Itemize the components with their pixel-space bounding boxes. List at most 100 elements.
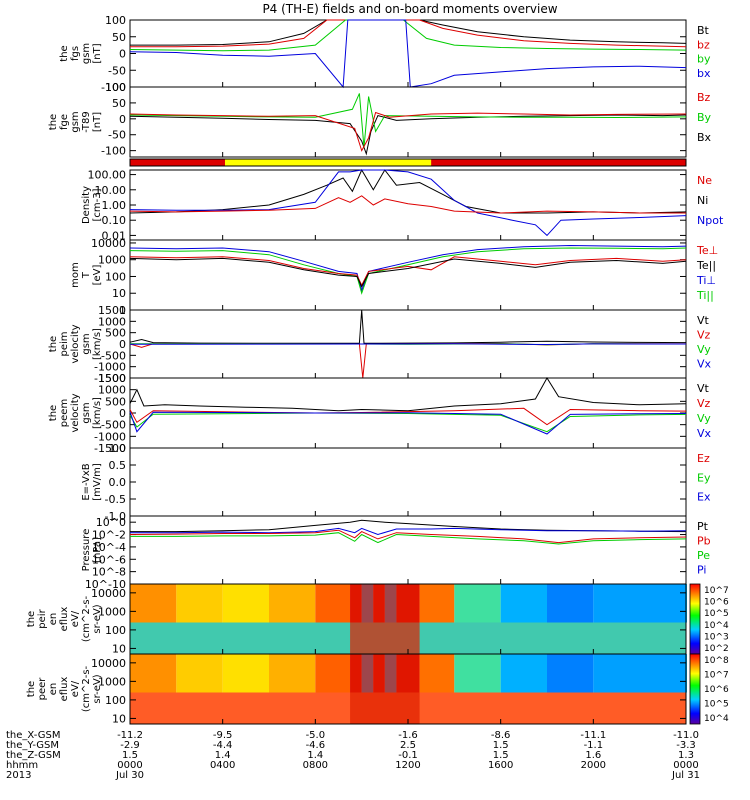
y-tick-label: 1000	[98, 605, 126, 618]
y-axis-label-line: velocity	[70, 324, 81, 363]
series-line-Vx	[129, 411, 687, 435]
legend-entry: Vx	[697, 358, 712, 371]
ephemeris-value: 0000	[673, 760, 698, 771]
y-tick-label: 0	[119, 338, 126, 351]
ephemeris-value: -1.1	[584, 740, 604, 751]
y-axis-label-line: gsm	[81, 43, 92, 64]
ephemeris-row-label: 2013	[6, 770, 31, 781]
y-tick-label: 50	[112, 31, 126, 44]
panel-3: 100.00 10.00 1.00 0.10 0.01 Density [cm-3] Ne Ni…	[81, 169, 724, 243]
series-line-Bt	[130, 19, 687, 46]
y-axis-label-line: gsm	[81, 402, 92, 423]
legend-entry: Te||	[696, 259, 716, 272]
y-axis-label-line: gsm	[70, 111, 81, 132]
y-axis-label-line: Density	[81, 186, 92, 224]
y-tick-label: 100	[105, 624, 126, 637]
series-line-Te||	[129, 257, 687, 288]
colorbar-9	[689, 583, 701, 655]
legend-entry: Vz	[697, 329, 711, 342]
y-axis-label-line: eflux	[59, 677, 70, 702]
y-tick-label: 10.00	[95, 184, 127, 197]
series-line-Vz	[129, 407, 687, 426]
y-axis-label-line: en	[48, 613, 59, 626]
ephemeris-value: 1.4	[307, 750, 323, 761]
y-axis-label-line: [mV/m]	[92, 463, 103, 501]
ephemeris-value: 1600	[488, 760, 513, 771]
ephemeris-value: -0.1	[398, 750, 418, 761]
y-tick-label: 10	[112, 642, 126, 655]
spectrogram-10	[130, 654, 687, 724]
y-axis-label-line: E=-VxB	[81, 463, 92, 500]
legend-entry: bz	[697, 38, 710, 51]
ephemeris-value: -11.0	[673, 730, 699, 741]
series-line-Bz	[129, 111, 687, 152]
ephemeris-value: 1.5	[493, 750, 509, 761]
legend-entry: Vy	[697, 412, 711, 425]
y-tick-label: 100	[105, 694, 126, 707]
y-tick-label: 0.01	[102, 229, 127, 242]
y-axis-label-line: (cm^2-s-	[81, 665, 92, 712]
y-tick-label: 10^-2	[92, 529, 126, 542]
y-tick-label: -100	[101, 145, 126, 158]
colorbar-tick-label: 10^2	[704, 644, 729, 654]
series-line-Vt	[129, 309, 687, 344]
y-tick-label: 500	[105, 327, 126, 340]
y-axis-label: the peem velocity gsm [km/s]	[48, 393, 103, 432]
y-axis-label-line: the	[48, 114, 59, 130]
y-tick-label: 10000	[91, 237, 126, 250]
panel-frame	[129, 515, 687, 585]
y-axis-label-line: [nPa]	[92, 537, 103, 563]
y-axis-label-line: the	[26, 681, 37, 697]
colorbar-tick-label: 10^3	[704, 632, 729, 642]
y-tick-label: 0.0	[109, 476, 127, 489]
y-tick-label: 1000	[98, 384, 126, 397]
ephemeris-row-label: the_Y-GSM	[6, 740, 59, 751]
y-axis-label-line: sr-eV)	[92, 674, 103, 703]
legend-entry: bx	[697, 67, 711, 80]
y-axis-label-line: mom	[70, 262, 81, 288]
series-line-Vy	[129, 412, 687, 433]
legend-entry: Ti||	[696, 289, 714, 302]
y-axis-label-line: eflux	[59, 607, 70, 632]
ephemeris-row-label: the_Z-GSM	[6, 750, 61, 761]
y-tick-label: 0	[119, 48, 126, 61]
legend-entry: Npot	[697, 214, 724, 227]
y-axis-label: the fge gsm -T89 [nT]	[48, 111, 103, 133]
y-tick-label: 100.00	[88, 169, 127, 182]
colorbar-tick-label: 10^7	[704, 671, 729, 681]
y-axis-label: Density [cm-3]	[81, 186, 103, 224]
y-tick-label: 10^-6	[92, 553, 126, 566]
y-tick-label: 0.10	[102, 214, 127, 227]
ephemeris-value: 0400	[210, 760, 235, 771]
ephemeris-value: -1.6	[398, 730, 418, 741]
legend-entry: Ey	[697, 471, 711, 484]
legend-entry: Bx	[697, 131, 712, 144]
y-tick-label: -500	[101, 419, 126, 432]
legend-entry: Vx	[697, 427, 712, 440]
series-line-Pi	[130, 527, 687, 536]
ephemeris-value: -2.9	[120, 740, 140, 751]
y-axis-label-line: the	[26, 611, 37, 627]
y-axis-label-line: eV/	[70, 680, 81, 697]
legend-entry: by	[697, 53, 711, 66]
y-axis-label: E=-VxB [mV/m]	[81, 463, 103, 501]
ephemeris-value: 1.5	[493, 740, 509, 751]
legend-entry: Vt	[697, 382, 710, 395]
y-tick-label: 0	[119, 113, 126, 126]
chart-title: P4 (TH-E) fields and on-board moments ov…	[262, 2, 557, 16]
y-tick-label: 0	[119, 407, 126, 420]
y-axis-label-line: the	[59, 45, 70, 61]
series-line-Bx	[129, 114, 687, 156]
y-axis-label-line: -T89	[81, 111, 92, 133]
panel-10: 10^8 10^7 10^6 10^5 10^4 10000 1000 100 10 the pee…	[26, 653, 729, 725]
y-axis-label-line: [eV]	[92, 265, 103, 286]
panel-frame	[129, 169, 687, 241]
y-axis-label-line: sr-eV)	[92, 604, 103, 633]
colorbar-tick-label: 10^7	[704, 586, 729, 596]
y-tick-label: -100	[101, 81, 126, 94]
y-tick-label: 10^-4	[92, 541, 126, 554]
y-tick-label: -1000	[94, 430, 126, 443]
